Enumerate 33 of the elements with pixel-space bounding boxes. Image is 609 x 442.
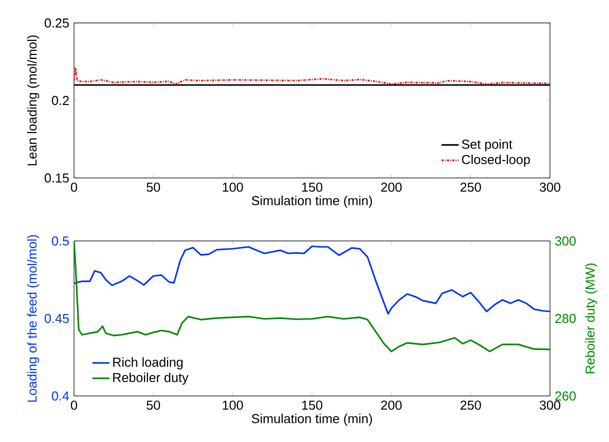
y-axis-title: Loading of the feed (mol/mol) — [27, 235, 40, 402]
y2-axis-title: Reboiler duty (MW) — [585, 264, 598, 374]
x-axis-title: Simulation time (min) — [252, 196, 372, 208]
x-tick-label: 200 — [381, 400, 402, 410]
y-tick-label: 0.4 — [52, 391, 70, 401]
x-tick-label: 0 — [70, 182, 78, 192]
y-tick-label: 0.5 — [52, 236, 69, 246]
x-tick-label: 150 — [302, 400, 322, 410]
y-tick-label: 0.25 — [44, 18, 69, 28]
x-tick-label: 250 — [460, 400, 481, 410]
legend-label: Reboiler duty — [113, 372, 188, 385]
x-tick-label: 0 — [70, 400, 78, 410]
x-tick-label: 300 — [540, 400, 560, 410]
x-tick-label: 300 — [540, 182, 560, 192]
x-tick-label: 100 — [222, 182, 243, 192]
y-axis-title: Lean loading (mol/mol) — [27, 35, 40, 166]
y-tick-label: 0.45 — [44, 314, 69, 324]
x-tick-label: 50 — [146, 400, 160, 410]
x-tick-label: 50 — [146, 182, 160, 192]
y2-tick-label: 300 — [555, 236, 576, 246]
line-series — [74, 68, 550, 85]
y2-tick-label: 260 — [555, 391, 576, 401]
x-tick-label: 250 — [460, 182, 481, 192]
legend-label: Rich loading — [113, 357, 183, 370]
y2-tick-label: 280 — [555, 314, 576, 324]
x-axis-title: Simulation time (min) — [252, 414, 372, 426]
x-tick-label: 100 — [222, 400, 243, 410]
y-tick-label: 0.15 — [44, 173, 69, 183]
x-tick-label: 200 — [381, 182, 402, 192]
legend-label: Set point — [462, 139, 512, 152]
y-tick-label: 0.2 — [52, 96, 69, 106]
x-tick-label: 150 — [302, 182, 322, 192]
legend-label: Closed-loop — [462, 154, 530, 167]
